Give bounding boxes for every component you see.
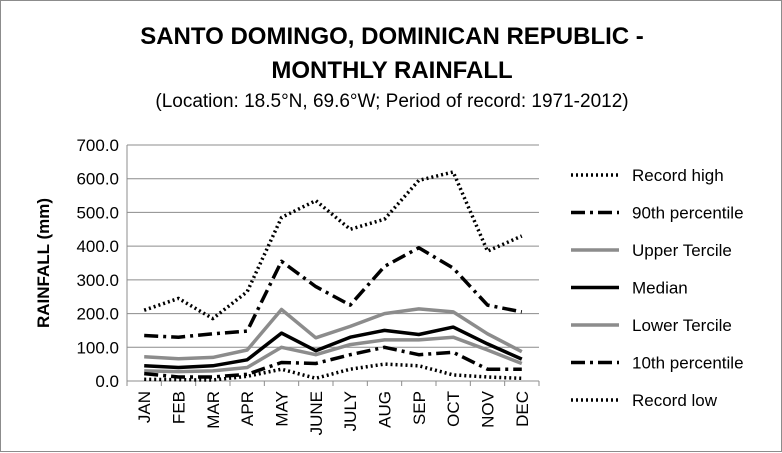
y-tick-label: 500.0	[76, 203, 119, 222]
x-tick-label: OCT	[444, 391, 463, 427]
series-line	[144, 345, 522, 379]
x-tick-label: JAN	[135, 391, 154, 423]
y-tick-label: 400.0	[76, 237, 119, 256]
y-tick-label: 200.0	[76, 305, 119, 324]
legend-label: 90th percentile	[632, 204, 744, 223]
x-tick-label: MAY	[273, 391, 292, 427]
series-line	[144, 325, 523, 370]
x-tick-label: JUNE	[307, 391, 326, 435]
series-line	[144, 362, 522, 382]
series-line	[144, 307, 523, 361]
legend-label: Record high	[632, 166, 724, 185]
x-tick-label: APR	[238, 391, 257, 426]
series-line	[143, 170, 523, 321]
legend-label: Lower Tercile	[632, 316, 732, 335]
y-tick-label: 100.0	[76, 338, 119, 357]
chart-title-line-2: MONTHLY RAINFALL	[271, 57, 513, 84]
x-tick-label: SEP	[410, 391, 429, 425]
legend-label: Record low	[632, 391, 718, 410]
chart-title-line-1: SANTO DOMINGO, DOMINICAN REPUBLIC -	[140, 23, 644, 50]
gridlines	[127, 144, 539, 348]
series-line	[144, 246, 523, 339]
x-tick-label: DEC	[513, 391, 532, 427]
series-line	[144, 335, 523, 374]
y-tick-label: 700.0	[76, 136, 119, 155]
x-tick-label: MAR	[204, 391, 223, 429]
chart-subtitle: (Location: 18.5°N, 69.6°W; Period of rec…	[155, 91, 629, 112]
x-tick-label: JULY	[341, 391, 360, 431]
y-tick-label: 0.0	[95, 372, 119, 391]
tick-labels: 0.0 100.0 200.0 300.0 400.0 500.0 600.0 700.0 JA…	[76, 136, 531, 435]
x-tick-label: FEB	[170, 391, 189, 424]
legend-label: Median	[632, 279, 688, 298]
legend: Record high 90th percentile Upper Tercile M…	[571, 166, 744, 410]
y-axis-label: RAINFALL (mm)	[34, 198, 53, 328]
legend-label: Upper Tercile	[632, 241, 732, 260]
x-tick-label: AUG	[376, 391, 395, 428]
y-tick-label: 300.0	[76, 271, 119, 290]
y-tick-label: 600.0	[76, 170, 119, 189]
legend-label: 10th percentile	[632, 354, 744, 373]
x-tick-label: NOV	[479, 390, 498, 428]
series-lines	[143, 170, 523, 382]
